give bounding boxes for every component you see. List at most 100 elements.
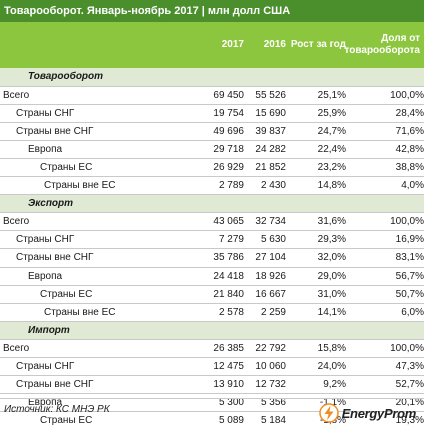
- section-cell-empty: [150, 321, 244, 340]
- growth-value: 24,0%: [286, 357, 346, 377]
- row-label: Страны ЕС: [0, 411, 150, 427]
- section-row: Экспорт: [0, 194, 424, 214]
- value-2017: 2 578: [150, 303, 244, 322]
- value-2016: 18 926: [244, 267, 286, 286]
- source-note: Источник: КС МНЭ РК: [4, 404, 110, 415]
- section-cell-empty: [150, 194, 244, 214]
- growth-value: 32,0%: [286, 248, 346, 268]
- table-row: Страны СНГ 12 475 10 060 24,0% 47,3%: [0, 357, 424, 377]
- row-label: Страны ЕС: [0, 158, 150, 178]
- value-2016: 10 060: [244, 357, 286, 377]
- value-2016: 22 792: [244, 339, 286, 359]
- section-cell-empty: [244, 68, 286, 87]
- row-label: Европа: [0, 140, 150, 159]
- table-row: Европа 29 718 24 282 22,4% 42,8%: [0, 140, 424, 159]
- column-header-2016: 2016: [263, 39, 286, 50]
- section-row: Товарооборот: [0, 68, 424, 87]
- section-cell-empty: [346, 68, 424, 87]
- table-row: Всего 69 450 55 526 25,1% 100,0%: [0, 86, 424, 105]
- value-2016: 55 526: [244, 86, 286, 105]
- value-2017: 35 786: [150, 248, 244, 268]
- share-value: 100,0%: [346, 86, 424, 105]
- value-2017: 5 089: [150, 411, 244, 427]
- growth-value: 31,6%: [286, 212, 346, 232]
- row-label: Страны вне ЕС: [0, 303, 150, 322]
- share-value: 50,7%: [346, 285, 424, 304]
- row-label: Страны вне СНГ: [0, 122, 150, 141]
- table-row: Всего 26 385 22 792 15,8% 100,0%: [0, 339, 424, 359]
- section-cell-empty: [346, 194, 424, 214]
- share-value: 56,7%: [346, 267, 424, 286]
- row-label: Страны вне СНГ: [0, 375, 150, 395]
- section-cell-empty: [286, 68, 346, 87]
- section-cell-empty: [244, 321, 286, 340]
- growth-value: 22,4%: [286, 140, 346, 159]
- section-cell-empty: [346, 321, 424, 340]
- growth-value: 9,2%: [286, 375, 346, 395]
- share-value: 100,0%: [346, 339, 424, 359]
- share-value: 28,4%: [346, 104, 424, 123]
- value-2017: 19 754: [150, 104, 244, 123]
- value-2017: 26 929: [150, 158, 244, 178]
- growth-value: 25,9%: [286, 104, 346, 123]
- table-body: Товарооборот Всего 69 450 55 526 25,1% 100,0%…: [0, 68, 424, 427]
- share-value: 83,1%: [346, 248, 424, 268]
- table-row: Страны вне ЕС 2 789 2 430 14,8% 4,0%: [0, 176, 424, 196]
- brand: EnergyProm: [318, 403, 417, 423]
- share-value: 100,0%: [346, 212, 424, 232]
- share-value: 52,7%: [346, 375, 424, 395]
- growth-value: 24,7%: [286, 122, 346, 141]
- section-cell-empty: [244, 194, 286, 214]
- section-title: Импорт: [0, 321, 150, 340]
- table-row: Всего 43 065 32 734 31,6% 100,0%: [0, 212, 424, 232]
- table-row: Страны СНГ 19 754 15 690 25,9% 28,4%: [0, 104, 424, 123]
- value-2017: 21 840: [150, 285, 244, 304]
- share-value: 16,9%: [346, 230, 424, 250]
- share-value: 19,3%: [346, 411, 424, 427]
- section-title: Экспорт: [0, 194, 150, 214]
- value-2016: 5 630: [244, 230, 286, 250]
- share-value: 47,3%: [346, 357, 424, 377]
- value-2017: 7 279: [150, 230, 244, 250]
- growth-value: 14,8%: [286, 176, 346, 196]
- value-2016: 16 667: [244, 285, 286, 304]
- value-2017: 43 065: [150, 212, 244, 232]
- value-2017: 13 910: [150, 375, 244, 395]
- value-2016: 32 734: [244, 212, 286, 232]
- column-header-growth: Рост за год: [290, 39, 346, 50]
- row-label: Всего: [0, 339, 150, 359]
- value-2016: 5 184: [244, 411, 286, 427]
- value-2016: 15 690: [244, 104, 286, 123]
- row-label: Страны ЕС: [0, 285, 150, 304]
- column-header-share: Доля от товарооборота: [344, 33, 421, 56]
- share-value: 71,6%: [346, 122, 424, 141]
- table-row: Страны вне СНГ 13 910 12 732 9,2% 52,7%: [0, 375, 424, 395]
- brand-name: EnergyProm: [341, 405, 417, 421]
- growth-value: 29,3%: [286, 230, 346, 250]
- section-title: Товарооборот: [0, 68, 150, 87]
- row-label: Всего: [0, 212, 150, 232]
- section-cell-empty: [286, 321, 346, 340]
- growth-value: 25,1%: [286, 86, 346, 105]
- share-value: 38,8%: [346, 158, 424, 178]
- growth-value: 31,0%: [286, 285, 346, 304]
- section-row: Импорт: [0, 321, 424, 340]
- value-2017: 69 450: [150, 86, 244, 105]
- growth-value: 14,1%: [286, 303, 346, 322]
- row-label: Страны СНГ: [0, 104, 150, 123]
- growth-value: 29,0%: [286, 267, 346, 286]
- value-2016: 24 282: [244, 140, 286, 159]
- table-row: Страны вне СНГ 49 696 39 837 24,7% 71,6%: [0, 122, 424, 141]
- table-row: Страны вне ЕС 2 578 2 259 14,1% 6,0%: [0, 303, 424, 322]
- row-label: Страны СНГ: [0, 230, 150, 250]
- row-label: Страны вне СНГ: [0, 248, 150, 268]
- column-header-2017: 2017: [221, 39, 244, 50]
- share-value: 4,0%: [346, 176, 424, 196]
- table-row: Страны ЕС 26 929 21 852 23,2% 38,8%: [0, 158, 424, 178]
- value-2017: 24 418: [150, 267, 244, 286]
- table-header: 2017 2016 Рост за год Доля от товарообор…: [0, 22, 424, 68]
- value-2016: 21 852: [244, 158, 286, 178]
- footer: Источник: КС МНЭ РК EnergyProm: [0, 398, 424, 427]
- value-2016: 2 430: [244, 176, 286, 196]
- row-label: Страны СНГ: [0, 357, 150, 377]
